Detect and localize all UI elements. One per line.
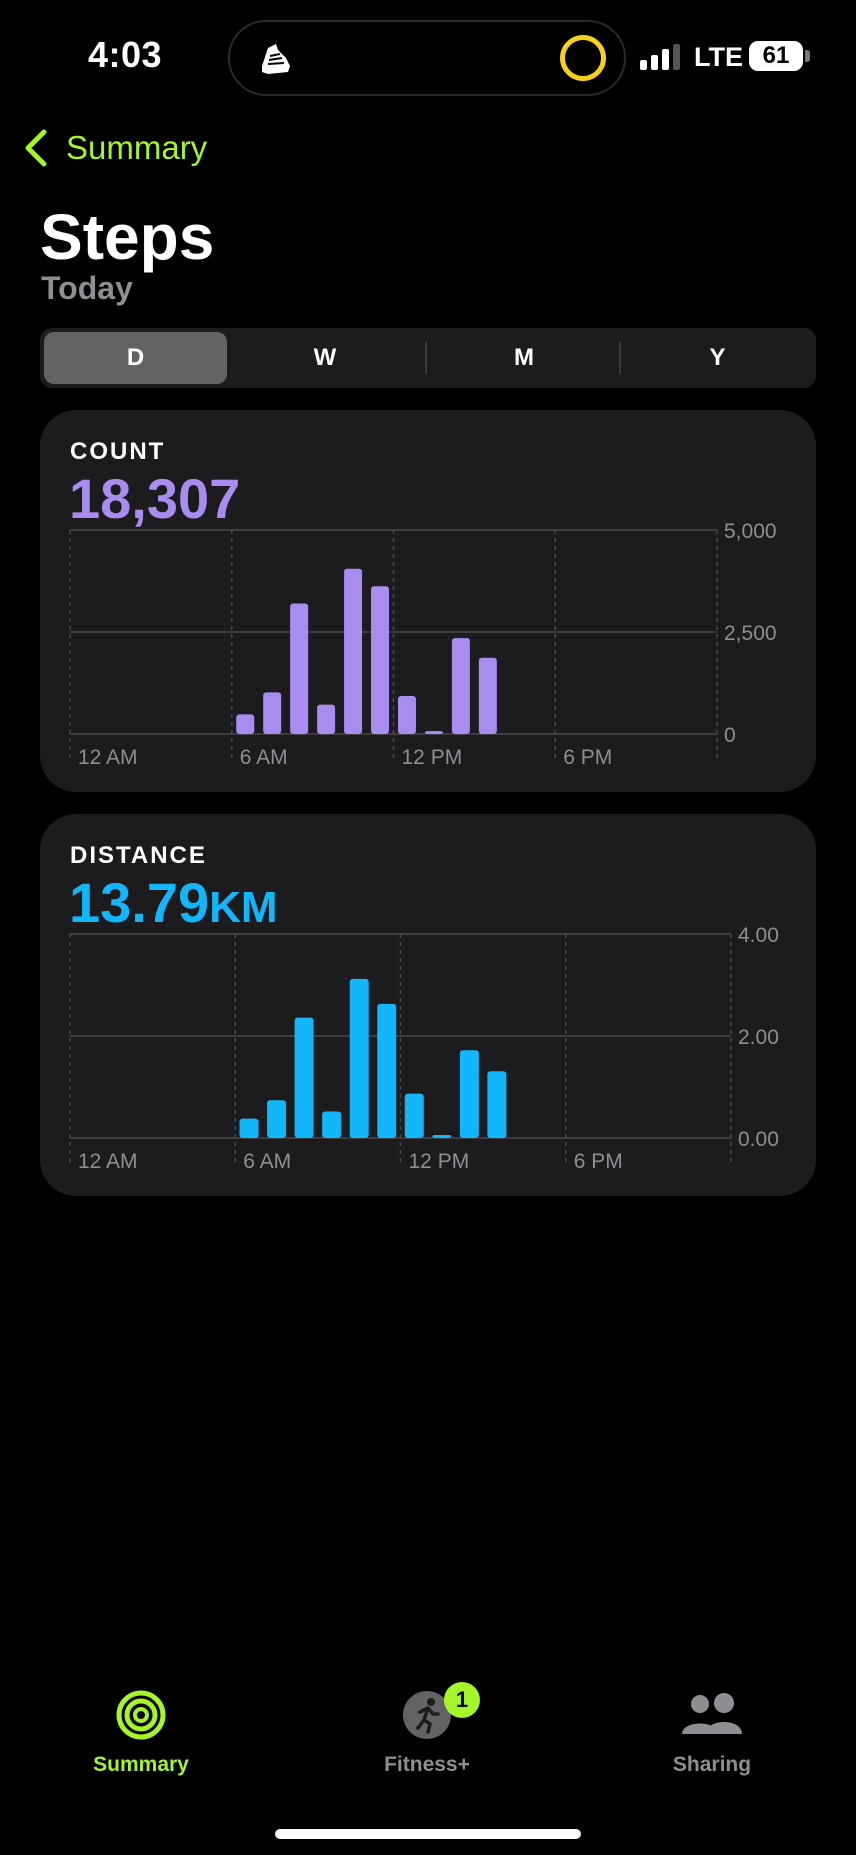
segment-divider bbox=[425, 342, 427, 374]
chart-bar bbox=[239, 1118, 259, 1138]
chevron-left-icon bbox=[25, 129, 47, 167]
signal-icon bbox=[640, 44, 680, 70]
chart-bar bbox=[322, 1111, 342, 1138]
chart-bar bbox=[344, 568, 363, 734]
range-segmented-control: D W M Y bbox=[40, 328, 816, 388]
dynamic-island[interactable] bbox=[228, 20, 626, 96]
chart-bar bbox=[432, 1134, 452, 1138]
count-chart: 5,000 2,500 0 12 AM 6 AM 12 PM 6 PM bbox=[69, 520, 777, 769]
distance-card[interactable]: DISTANCE 13.79KM 4.00 2.00 0.00 12 AM 6 AM 12… bbox=[40, 814, 816, 1196]
chart-bar bbox=[349, 978, 369, 1138]
chart-bar bbox=[377, 1003, 397, 1138]
chart-bar bbox=[424, 731, 443, 734]
x-tick-label: 6 AM bbox=[240, 746, 288, 769]
people-icon bbox=[682, 1693, 742, 1734]
status-bar: 4:03 LTE 61 bbox=[0, 0, 856, 110]
distance-number: 13.79 bbox=[69, 871, 210, 934]
x-tick-label: 12 AM bbox=[78, 746, 138, 769]
chart-bar bbox=[478, 657, 497, 734]
page-subtitle: Today bbox=[41, 270, 133, 306]
distance-unit: KM bbox=[209, 883, 278, 932]
segment-week[interactable]: W bbox=[313, 344, 337, 371]
x-tick-label: 12 PM bbox=[409, 1150, 470, 1173]
tab-sharing[interactable]: Sharing bbox=[612, 1690, 812, 1777]
status-time: 4:03 bbox=[88, 34, 163, 75]
home-indicator[interactable] bbox=[275, 1829, 581, 1839]
segment-divider bbox=[619, 342, 621, 374]
tab-label: Summary bbox=[93, 1753, 189, 1776]
x-tick-label: 6 AM bbox=[243, 1150, 291, 1173]
segment-day[interactable]: D bbox=[44, 332, 227, 384]
y-tick-label: 2.00 bbox=[738, 1026, 779, 1049]
chart-bar bbox=[294, 1017, 314, 1138]
count-card[interactable]: COUNT 18,307 5,000 2,500 0 12 AM 6 AM 12 PM 6 … bbox=[40, 410, 816, 792]
page-title: Steps bbox=[40, 201, 215, 273]
back-label: Summary bbox=[66, 129, 208, 166]
battery-icon: 61 bbox=[749, 41, 803, 71]
segment-year[interactable]: Y bbox=[709, 344, 726, 371]
tab-fitness-plus[interactable]: Fitness+ 1 bbox=[327, 1682, 527, 1777]
battery-tip bbox=[805, 50, 810, 62]
chart-bar bbox=[267, 1100, 287, 1138]
card-label: COUNT bbox=[70, 438, 166, 465]
chart-bar bbox=[459, 1050, 479, 1138]
y-tick-label: 5,000 bbox=[724, 520, 777, 543]
x-tick-label: 12 AM bbox=[78, 1150, 138, 1173]
back-button[interactable]: Summary bbox=[22, 128, 207, 168]
tab-label: Fitness+ bbox=[384, 1753, 470, 1776]
chart-bar bbox=[317, 704, 336, 734]
activity-rings-icon bbox=[116, 1690, 166, 1740]
chart-bar bbox=[397, 696, 416, 734]
distance-value: 13.79KM bbox=[69, 870, 278, 935]
chart-bar bbox=[404, 1093, 424, 1138]
tab-summary[interactable]: Summary bbox=[41, 1690, 241, 1777]
notification-badge: 1 bbox=[444, 1682, 480, 1718]
y-tick-label: 0 bbox=[724, 724, 736, 747]
tab-label: Sharing bbox=[672, 1753, 752, 1776]
chart-bar bbox=[487, 1071, 507, 1138]
card-label: DISTANCE bbox=[70, 842, 207, 869]
shoe-icon bbox=[262, 44, 290, 74]
y-tick-label: 4.00 bbox=[738, 924, 779, 947]
y-tick-label: 0.00 bbox=[738, 1128, 779, 1151]
chart-bar bbox=[263, 692, 282, 734]
segment-month[interactable]: M bbox=[514, 344, 534, 371]
activity-ring-icon bbox=[560, 35, 606, 81]
tab-bar: Summary Fitness+ 1 Sharing bbox=[0, 1682, 856, 1790]
distance-chart: 4.00 2.00 0.00 12 AM 6 AM 12 PM 6 PM bbox=[69, 924, 779, 1173]
count-number: 18,307 bbox=[69, 467, 241, 530]
runner-icon bbox=[403, 1691, 451, 1739]
count-value: 18,307 bbox=[69, 466, 240, 531]
x-tick-label: 6 PM bbox=[574, 1150, 623, 1173]
chart-bar bbox=[451, 638, 470, 734]
chart-bar bbox=[290, 603, 309, 734]
y-tick-label: 2,500 bbox=[724, 622, 777, 645]
network-type: LTE bbox=[694, 42, 743, 72]
chart-bar bbox=[371, 586, 390, 734]
chart-bar bbox=[236, 714, 255, 734]
x-tick-label: 12 PM bbox=[402, 746, 463, 769]
x-tick-label: 6 PM bbox=[563, 746, 612, 769]
